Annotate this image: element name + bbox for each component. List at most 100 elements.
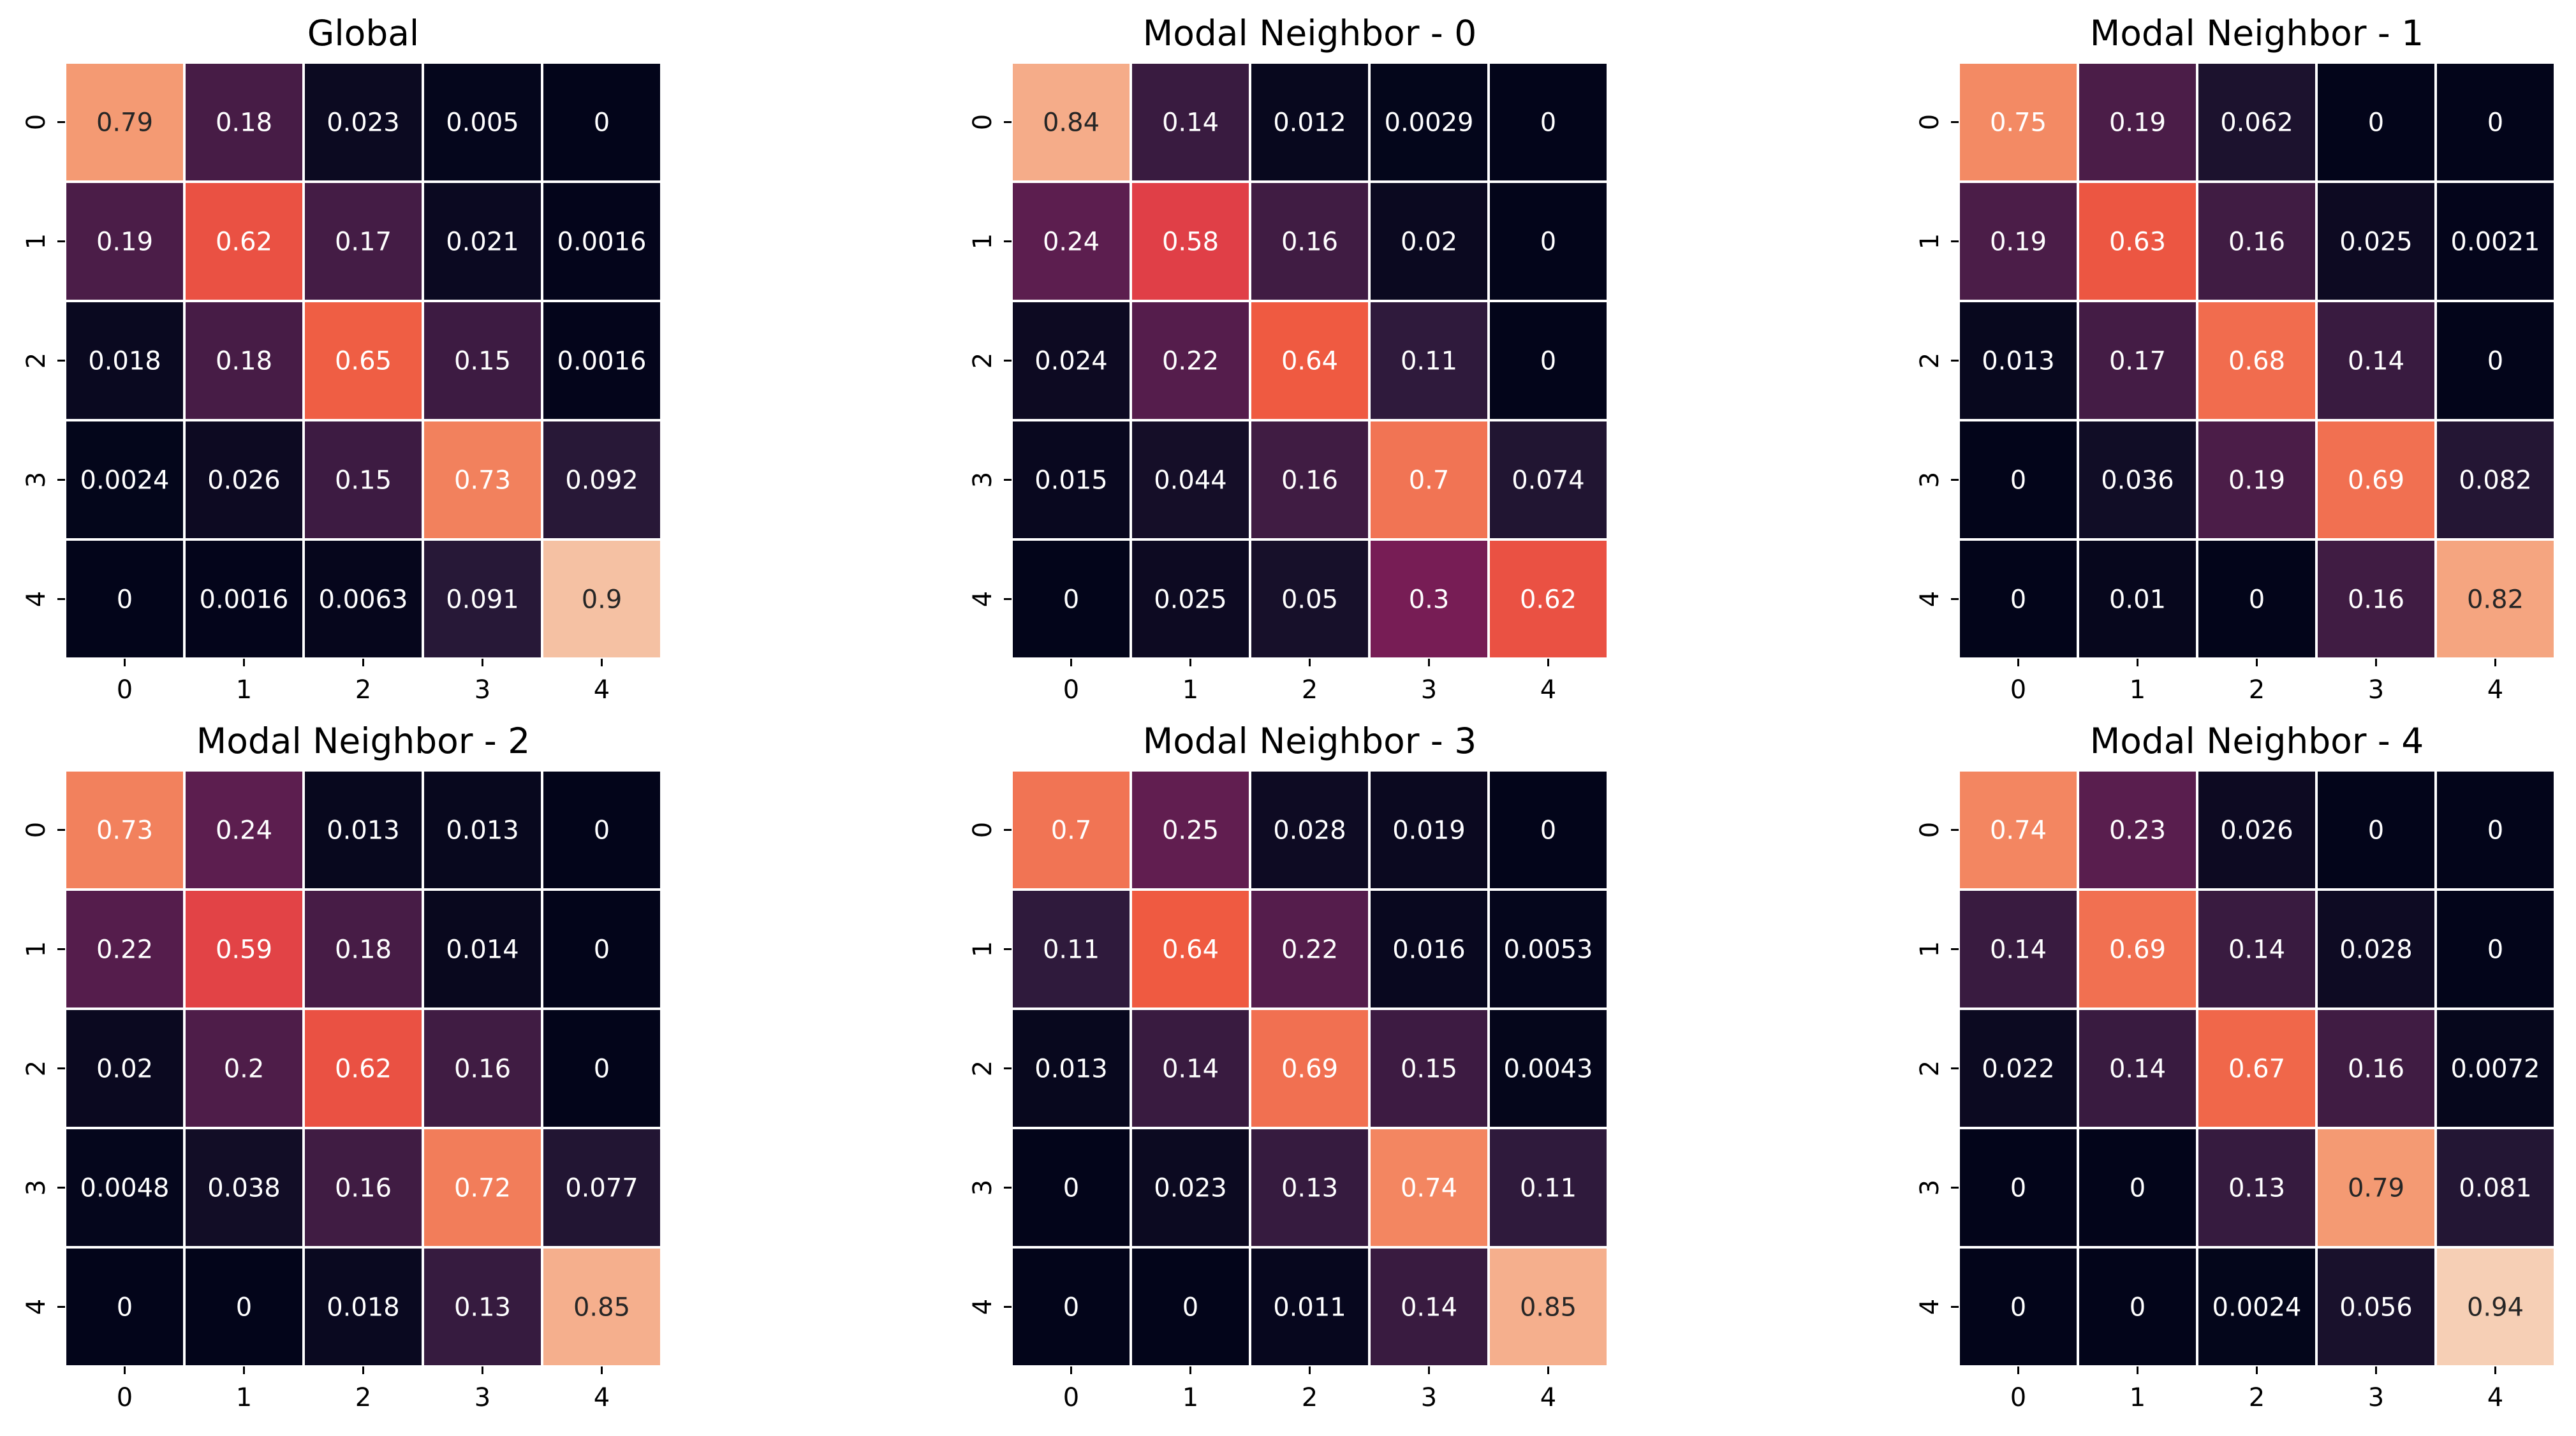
heatmap-cell: [2434, 419, 2556, 541]
cell-value-label: 0.65: [335, 347, 392, 376]
heatmap-cell: [64, 61, 186, 183]
cell-value-label: 0.24: [216, 816, 272, 846]
cell-value-label: 0: [594, 1055, 610, 1084]
cell-value-label: 0.038: [207, 1174, 281, 1203]
x-tick-label: 3: [2368, 1383, 2384, 1412]
heatmap-cell: [1130, 61, 1251, 183]
cell-value-label: 0.14: [2228, 935, 2285, 965]
heatmap-cell: [2077, 1246, 2198, 1368]
heatmap-cell: [183, 769, 305, 891]
cell-value-label: 0.0048: [80, 1174, 170, 1203]
heatmap-cell: [64, 538, 186, 660]
cell-value-label: 0.68: [2228, 347, 2285, 376]
y-tick-label: 0: [22, 822, 51, 838]
heatmap-cell: [183, 888, 305, 1010]
cell-value-label: 0: [2487, 108, 2503, 138]
heatmap-cell: [1487, 769, 1609, 891]
heatmap-panel: Modal Neighbor - 1 0.75 0.19 0.062 0 0 0.19 0.6…: [1915, 13, 2556, 705]
x-tick-label: 2: [1302, 675, 1318, 705]
x-tick-label: 3: [1421, 675, 1437, 705]
heatmap-cell: [1487, 61, 1609, 183]
cell-value-label: 0.16: [2228, 228, 2285, 257]
x-tick-label: 0: [2010, 675, 2026, 705]
y-tick-label: 3: [22, 472, 51, 488]
y-tick-label: 2: [1915, 1060, 1945, 1076]
cell-value-label: 0: [2368, 816, 2384, 846]
cell-value-label: 0.0043: [1504, 1055, 1593, 1084]
cell-value-label: 0.14: [2348, 347, 2404, 376]
y-tick-label: 3: [1915, 472, 1945, 488]
cell-value-label: 0.7: [1409, 466, 1450, 495]
cell-value-label: 0.16: [1281, 228, 1338, 257]
cell-value-label: 0.028: [2339, 935, 2413, 965]
cell-value-label: 0.02: [96, 1055, 153, 1084]
cell-value-label: 0.18: [216, 347, 272, 376]
cell-value-label: 0.69: [1281, 1055, 1338, 1084]
x-tick-label: 0: [1063, 1383, 1079, 1412]
heatmap-cell: [541, 888, 663, 1010]
cell-value-label: 0.026: [2220, 816, 2293, 846]
cell-value-label: 0: [1063, 585, 1079, 615]
cell-value-label: 0.011: [1273, 1293, 1346, 1322]
heatmap-cell: [302, 888, 424, 1010]
cell-value-label: 0.58: [1162, 228, 1219, 257]
heatmap-cell: [183, 538, 305, 660]
cell-value-label: 0.026: [207, 466, 281, 495]
cell-value-label: 0.14: [1990, 935, 2047, 965]
cell-value-label: 0.64: [1281, 347, 1338, 376]
x-tick-label: 2: [2249, 675, 2265, 705]
cell-value-label: 0.13: [1281, 1174, 1338, 1203]
heatmap-cell: [183, 300, 305, 421]
y-tick-label: 0: [22, 114, 51, 130]
heatmap-cell: [1249, 769, 1371, 891]
cell-value-label: 0.79: [96, 108, 153, 138]
cell-value-label: 0.14: [1401, 1293, 1457, 1322]
cell-value-label: 0.13: [2228, 1174, 2285, 1203]
y-tick-label: 3: [968, 472, 997, 488]
heatmap-cell: [1368, 300, 1490, 421]
cell-value-label: 0.19: [96, 228, 153, 257]
heatmap-cell: [541, 180, 663, 302]
cell-value-label: 0.82: [2467, 585, 2524, 615]
cell-value-label: 0.056: [2339, 1293, 2413, 1322]
cell-value-label: 0: [117, 1293, 133, 1322]
cell-value-label: 0.11: [1043, 935, 1100, 965]
y-tick-label: 0: [1915, 114, 1945, 130]
x-tick-label: 0: [2010, 1383, 2026, 1412]
cell-value-label: 0.24: [1043, 228, 1100, 257]
x-tick-label: 2: [355, 1383, 371, 1412]
cell-value-label: 0.005: [446, 108, 519, 138]
heatmap-cell: [2434, 61, 2556, 183]
x-tick-label: 4: [2487, 1383, 2503, 1412]
cell-value-label: 0: [2010, 585, 2026, 615]
y-tick-label: 4: [1915, 591, 1945, 607]
heatmap-cell: [422, 419, 543, 541]
x-tick-label: 1: [236, 675, 252, 705]
cell-value-label: 0: [594, 935, 610, 965]
heatmap-cell: [1957, 180, 2079, 302]
x-tick-label: 0: [117, 675, 133, 705]
heatmap-cell: [2434, 888, 2556, 1010]
heatmap-cell: [422, 769, 543, 891]
heatmap-cell: [1130, 1246, 1251, 1368]
heatmap-cell: [422, 888, 543, 1010]
heatmap-cell: [1368, 61, 1490, 183]
cell-value-label: 0: [2487, 935, 2503, 965]
heatmap-cell: [1010, 538, 1132, 660]
cell-value-label: 0: [1540, 228, 1556, 257]
cell-value-label: 0: [2368, 108, 2384, 138]
y-tick-label: 4: [22, 1299, 51, 1315]
cell-value-label: 0.0024: [2212, 1293, 2302, 1322]
y-tick-label: 2: [22, 1060, 51, 1076]
cell-value-label: 0: [2010, 1174, 2026, 1203]
x-tick-label: 2: [2249, 1383, 2265, 1412]
heatmap-cell: [1368, 538, 1490, 660]
heatmap-cell: [541, 419, 663, 541]
cell-value-label: 0.024: [1034, 347, 1108, 376]
heatmap-cell: [183, 1246, 305, 1368]
heatmap-cell: [2434, 300, 2556, 421]
cell-value-label: 0.0072: [2451, 1055, 2540, 1084]
cell-value-label: 0.0029: [1385, 108, 1474, 138]
heatmap-cell: [2196, 419, 2318, 541]
heatmap-cell: [302, 769, 424, 891]
